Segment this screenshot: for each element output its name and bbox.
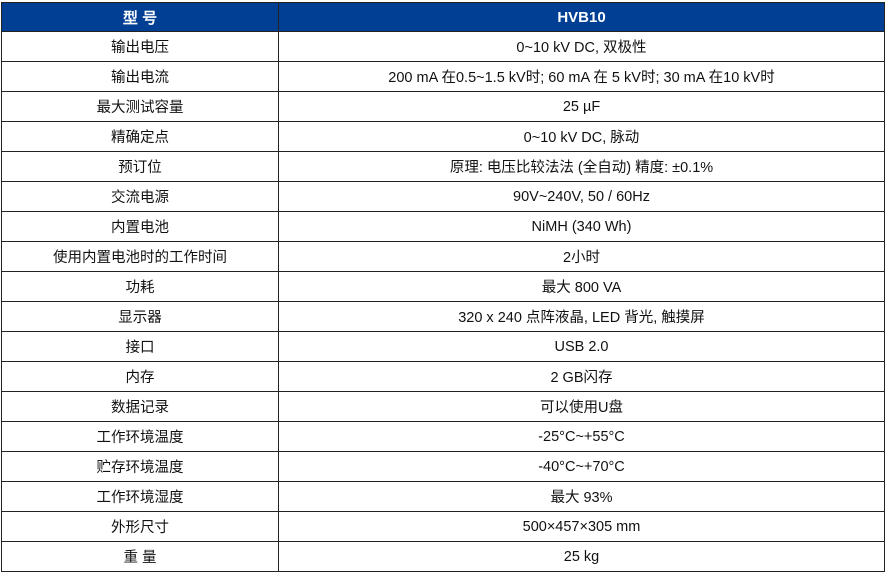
spec-label: 重 量 [1,541,279,572]
table-row: 最大测试容量 25 µF [1,91,885,122]
spec-value: 200 mA 在0.5~1.5 kV时; 60 mA 在 5 kV时; 30 m… [278,61,885,92]
spec-value: -25°C~+55°C [278,421,885,452]
spec-value: -40°C~+70°C [278,451,885,482]
spec-label: 接口 [1,331,279,362]
spec-value: 0~10 kV DC, 双极性 [278,31,885,62]
table-row: 功耗 最大 800 VA [1,271,885,302]
spec-label: 预订位 [1,151,279,182]
spec-label: 贮存环境温度 [1,451,279,482]
spec-value: 25 kg [278,541,885,572]
table-row: 接口 USB 2.0 [1,331,885,362]
table-row: 重 量 25 kg [1,541,885,572]
spec-label: 输出电压 [1,31,279,62]
spec-label: 精确定点 [1,121,279,152]
spec-value: USB 2.0 [278,331,885,362]
header-value: HVB10 [278,2,885,32]
table-row: 外形尺寸 500×457×305 mm [1,511,885,542]
spec-label: 输出电流 [1,61,279,92]
table-row: 工作环境湿度 最大 93% [1,481,885,512]
spec-value: 最大 93% [278,481,885,512]
spec-label: 功耗 [1,271,279,302]
spec-value: 500×457×305 mm [278,511,885,542]
spec-value: 25 µF [278,91,885,122]
spec-value: 原理: 电压比较法法 (全自动) 精度: ±0.1% [278,151,885,182]
table-row: 内置电池 NiMH (340 Wh) [1,211,885,242]
table-row: 贮存环境温度 -40°C~+70°C [1,451,885,482]
spec-label: 交流电源 [1,181,279,212]
spec-label: 工作环境湿度 [1,481,279,512]
spec-value: 90V~240V, 50 / 60Hz [278,181,885,212]
table-row: 交流电源 90V~240V, 50 / 60Hz [1,181,885,212]
table-row: 输出电压 0~10 kV DC, 双极性 [1,31,885,62]
spec-value: 2小时 [278,241,885,272]
table-row: 数据记录 可以使用U盘 [1,391,885,422]
table-row: 精确定点 0~10 kV DC, 脉动 [1,121,885,152]
table-header-row: 型 号 HVB10 [1,2,885,32]
spec-label: 显示器 [1,301,279,332]
spec-label: 外形尺寸 [1,511,279,542]
spec-value: 最大 800 VA [278,271,885,302]
table-row: 工作环境温度 -25°C~+55°C [1,421,885,452]
spec-label: 最大测试容量 [1,91,279,122]
spec-value: NiMH (340 Wh) [278,211,885,242]
spec-label: 数据记录 [1,391,279,422]
table-row: 输出电流 200 mA 在0.5~1.5 kV时; 60 mA 在 5 kV时; … [1,61,885,92]
spec-value: 2 GB闪存 [278,361,885,392]
spec-label: 内存 [1,361,279,392]
spec-label: 工作环境温度 [1,421,279,452]
header-label: 型 号 [1,2,279,32]
table-row: 内存 2 GB闪存 [1,361,885,392]
spec-label: 内置电池 [1,211,279,242]
spec-label: 使用内置电池时的工作时间 [1,241,279,272]
spec-value: 可以使用U盘 [278,391,885,422]
spec-value: 0~10 kV DC, 脉动 [278,121,885,152]
table-row: 显示器 320 x 240 点阵液晶, LED 背光, 触摸屏 [1,301,885,332]
table-row: 预订位 原理: 电压比较法法 (全自动) 精度: ±0.1% [1,151,885,182]
table-row: 使用内置电池时的工作时间 2小时 [1,241,885,272]
spec-value: 320 x 240 点阵液晶, LED 背光, 触摸屏 [278,301,885,332]
